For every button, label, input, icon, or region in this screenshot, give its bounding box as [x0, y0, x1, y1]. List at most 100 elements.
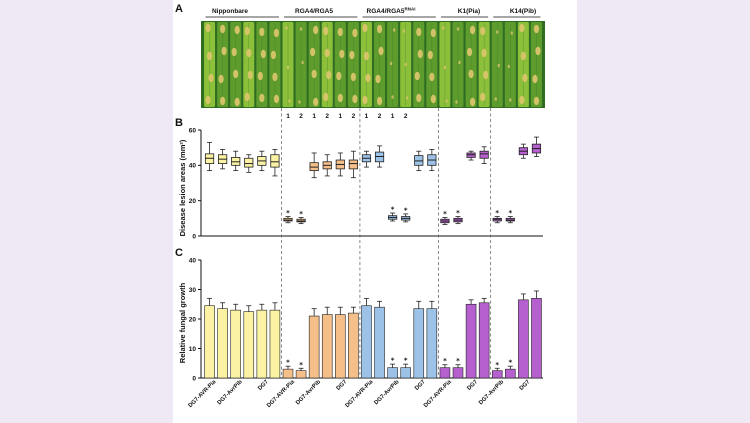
lesion-spot — [323, 26, 329, 36]
lesion-spot — [286, 65, 290, 70]
lesion-spot — [522, 73, 528, 83]
lesion-spot — [481, 48, 487, 58]
lesion-spot — [429, 72, 435, 82]
y-tick-label-c: 40 — [189, 257, 197, 264]
bar — [452, 367, 464, 379]
y-axis-title-c: Relative fungal growth — [178, 282, 187, 363]
significance-star: * — [404, 206, 408, 214]
bar — [478, 302, 490, 379]
lesion-spot — [221, 46, 227, 56]
panel-b-letter: B — [175, 117, 183, 129]
bar — [413, 308, 425, 379]
lesion-spot — [288, 99, 291, 103]
bar — [374, 306, 385, 379]
bar — [439, 367, 451, 379]
significance-star: * — [286, 209, 290, 217]
box — [244, 157, 254, 168]
group-label: Nipponbare — [212, 8, 248, 15]
bar — [426, 308, 438, 379]
significance-star: * — [443, 357, 447, 365]
lesion-spot — [301, 60, 304, 65]
lesion-spot — [417, 49, 423, 59]
lesion-spot — [339, 49, 345, 59]
bar — [505, 368, 516, 379]
lesion-spot — [363, 51, 370, 61]
group-label-nipponbare: Nipponbare — [212, 8, 248, 15]
lesion-spot — [480, 26, 486, 36]
lesion-spot — [456, 27, 460, 31]
lesion-spot — [324, 48, 330, 58]
significance-star: * — [508, 359, 512, 367]
bar — [465, 303, 477, 379]
lesion-spot — [376, 24, 383, 34]
x-category-label: DG7 — [519, 379, 532, 392]
lesion-spot — [389, 61, 393, 66]
lesion-spot — [313, 97, 319, 107]
lesion-spot — [466, 47, 473, 57]
lesion-spot — [234, 25, 240, 35]
bar — [256, 309, 268, 379]
y-tick-label-c: 0 — [192, 375, 196, 382]
lesion-spot — [260, 49, 266, 59]
lesion-spot — [337, 27, 343, 37]
line-number-label: 1 — [286, 113, 290, 120]
group-label-k14-pib: K14(Pib) — [510, 8, 536, 15]
significance-star: * — [391, 357, 395, 365]
lesion-spot — [336, 71, 342, 81]
lesion-spot — [378, 46, 384, 56]
panel-c-letter: C — [175, 247, 183, 259]
group-separators — [281, 108, 492, 378]
bar — [308, 315, 320, 379]
lesion-spot — [270, 50, 277, 60]
lesion-spot — [391, 95, 394, 99]
lesion-spot — [231, 47, 237, 57]
group-label-k1-pia: K1(Pia) — [458, 8, 480, 15]
x-category-label: DG7 — [336, 379, 349, 392]
lesion-spot — [244, 92, 250, 102]
y-tick-label-b: 40 — [189, 163, 197, 170]
lesion-spot — [365, 73, 371, 83]
bar — [400, 367, 411, 379]
x-category-label: DG7-AvrPib — [373, 379, 400, 406]
significance-star: * — [299, 210, 303, 218]
group-label: K14(Pib) — [510, 8, 536, 15]
figure-svg: A Nipponbare RGA4/RGA5 RGA4/RGA5RNAi K1(… — [175, 3, 545, 409]
lesion-spot — [494, 97, 497, 101]
lesion-spot — [205, 23, 211, 33]
x-category-label: DG7-AVR-Pia — [423, 379, 453, 409]
line-number-label: 1 — [365, 113, 369, 120]
lesion-spot — [273, 28, 280, 38]
significance-star: * — [404, 357, 408, 365]
x-category-label: DG7-AvrPib — [478, 379, 505, 406]
box — [270, 154, 280, 168]
lesion-spot — [533, 96, 540, 106]
x-category-label: DG7-AvrPib — [295, 379, 322, 406]
line-labels: 1 2 1 2 1 2 1 2 1 2 — [286, 113, 408, 120]
box — [348, 159, 358, 170]
bar — [269, 309, 281, 379]
lesion-spot — [273, 94, 280, 104]
line-number-label: 2 — [325, 113, 329, 120]
lesion-spot — [259, 27, 265, 37]
lesion-spot — [405, 96, 409, 100]
lesion-spot — [349, 50, 355, 60]
lesion-spot — [509, 98, 512, 102]
lesion-spot — [442, 26, 445, 30]
lesion-spot — [535, 46, 541, 56]
lesion-spot — [510, 31, 514, 35]
lesion-spot — [507, 64, 511, 69]
lesion-spot — [416, 93, 422, 103]
box — [479, 150, 489, 159]
lesion-spot — [337, 93, 343, 103]
lesion-spot — [362, 23, 368, 33]
lesion-spot — [376, 96, 383, 106]
lesion-spot — [205, 95, 211, 105]
bar — [361, 305, 372, 379]
lesion-spot — [468, 69, 474, 79]
lesion-spot — [218, 74, 224, 84]
lesion-spot — [443, 65, 447, 70]
y-tick-label-c: 30 — [189, 287, 197, 294]
bar — [282, 368, 294, 379]
lesion-spot — [298, 100, 301, 104]
lesion-spot — [402, 29, 406, 33]
